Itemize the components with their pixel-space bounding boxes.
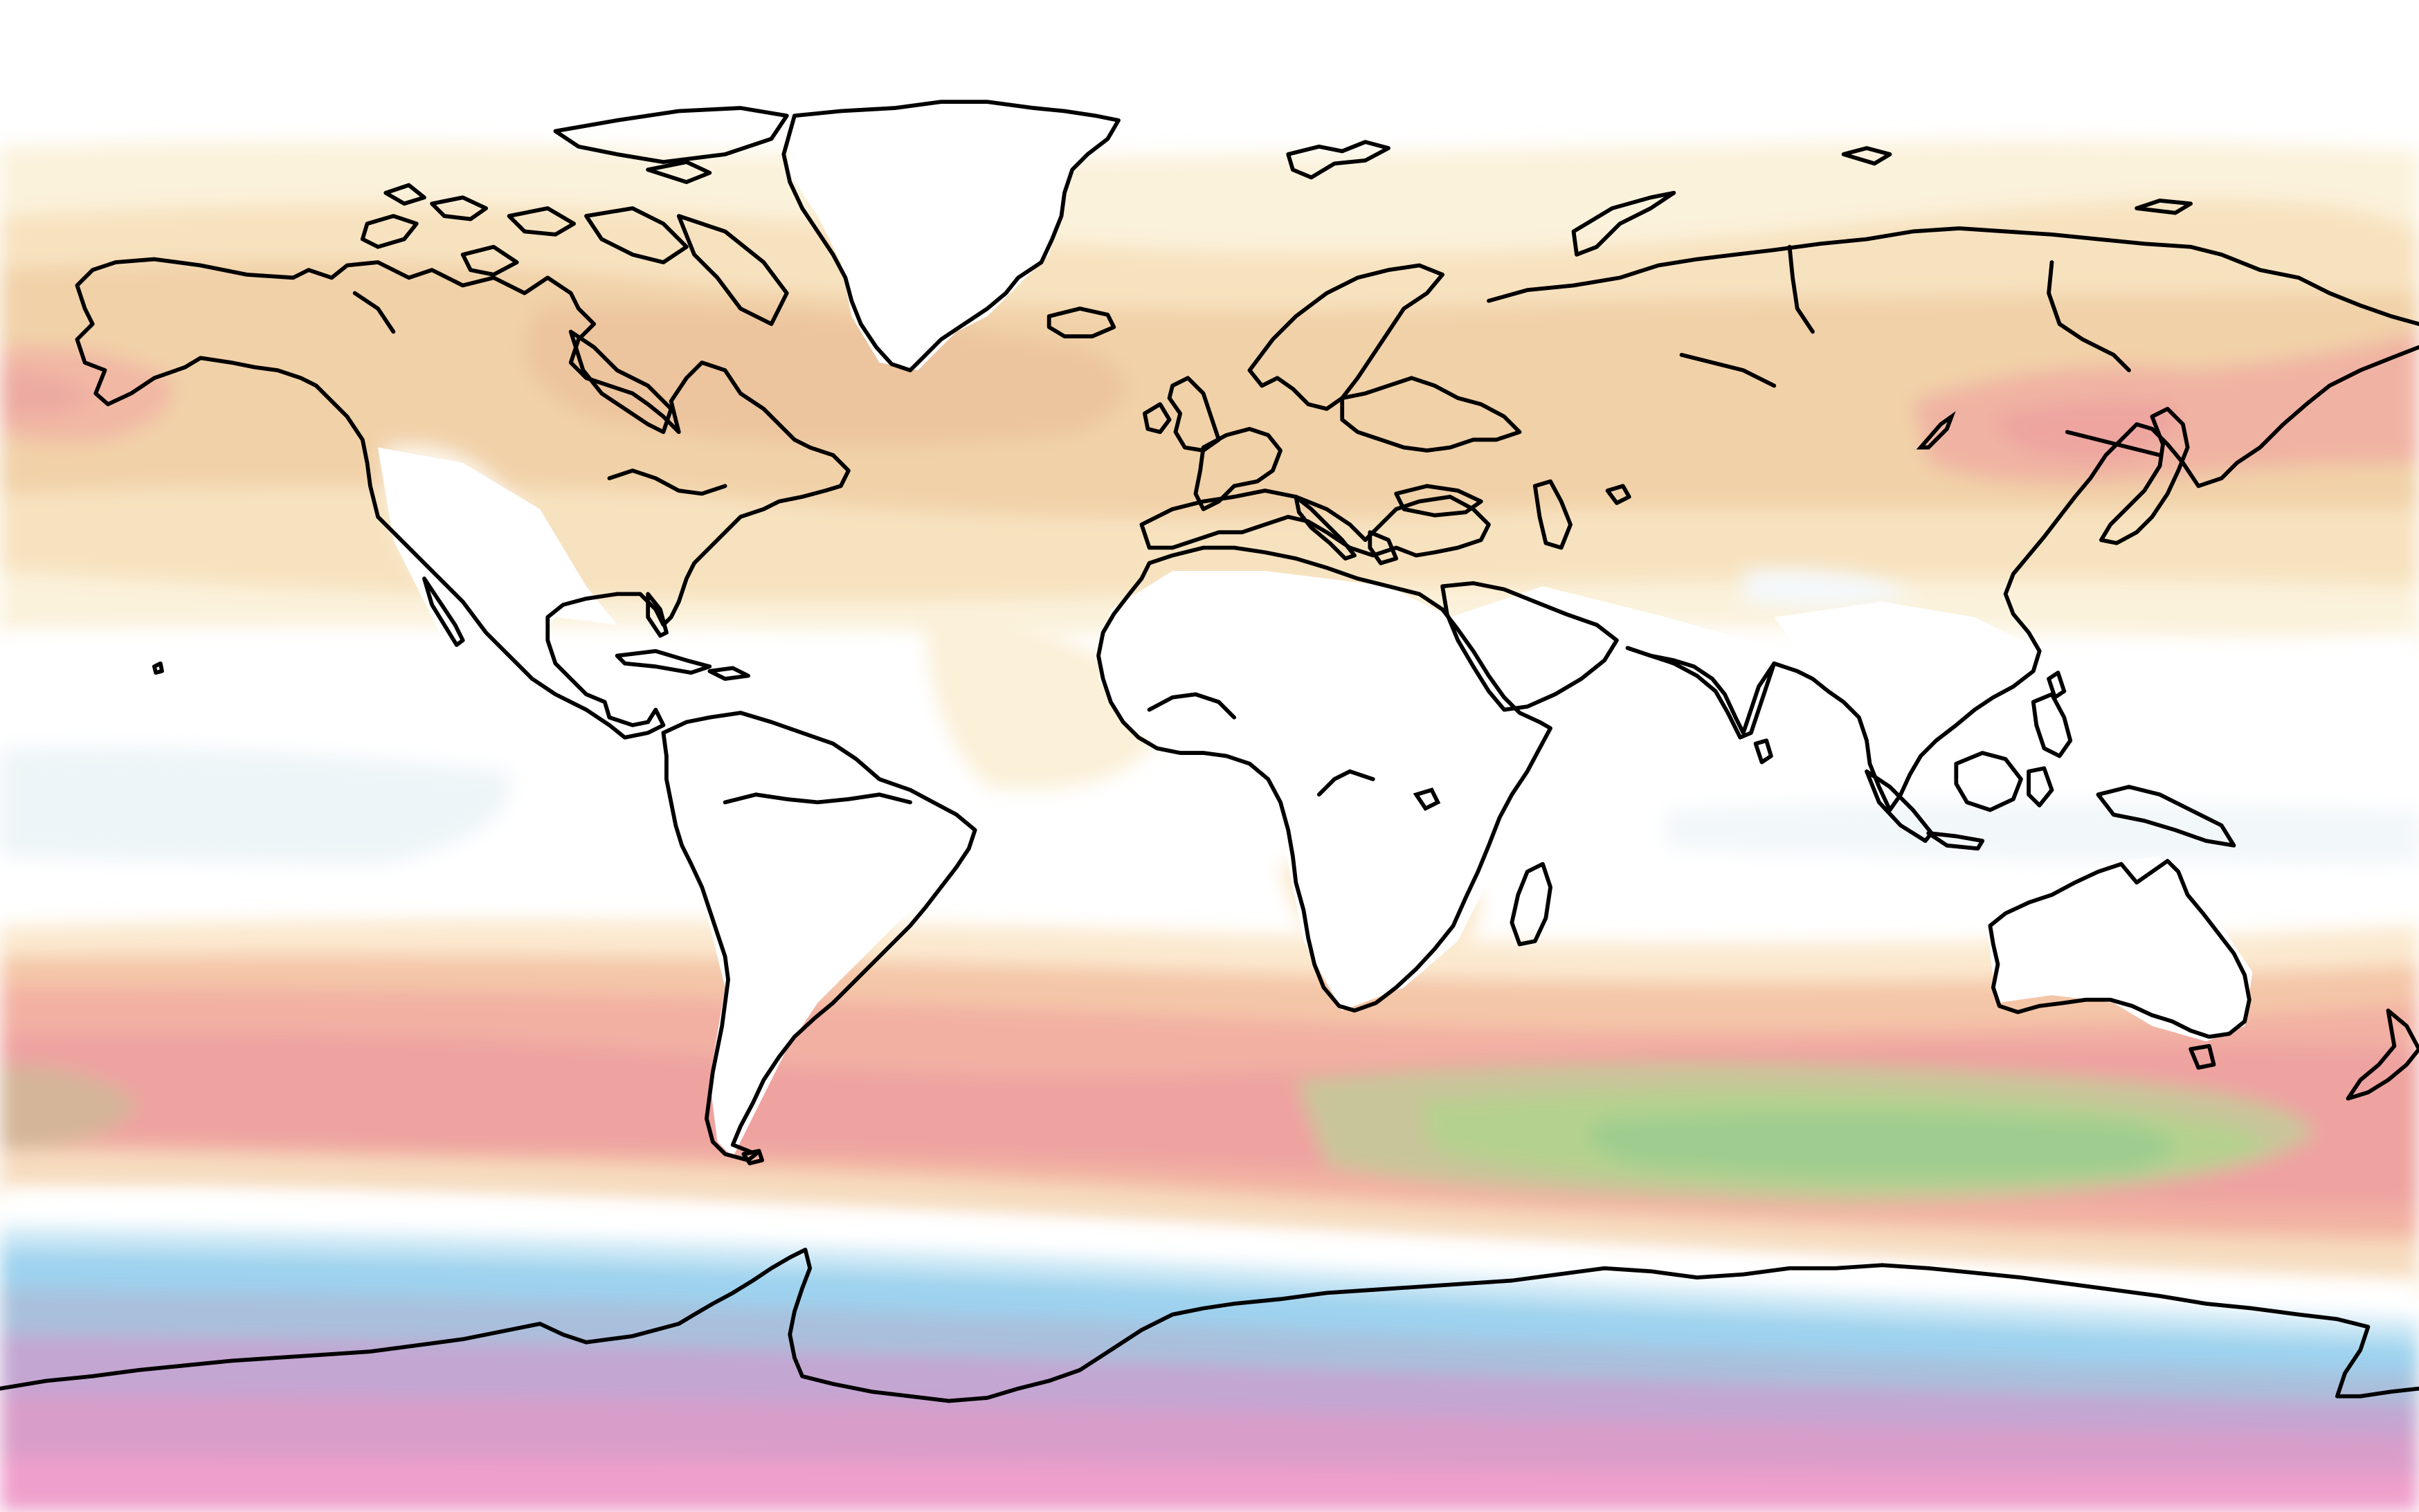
contour-blob-green-sw xyxy=(0,1064,139,1150)
land-se-asia xyxy=(1774,601,2037,803)
coast-hispaniola xyxy=(707,666,750,681)
river-yenisei xyxy=(1787,244,1815,334)
coast-borneo xyxy=(1954,751,2023,812)
coast-novaya-zemlya xyxy=(1571,190,1676,257)
contour-blob-eqpacific-w xyxy=(0,747,511,864)
coast-japan xyxy=(2099,406,2190,545)
river-amur xyxy=(2065,430,2162,457)
river-congo xyxy=(1316,769,1375,797)
coast-baja xyxy=(422,576,465,647)
coast-caspian xyxy=(1532,479,1573,550)
coast-arctic-island-1 xyxy=(360,214,419,249)
contour-blob-pacific-n2 xyxy=(0,370,93,417)
contour-blob-green-center xyxy=(1587,1111,2175,1178)
river-ob xyxy=(1679,352,1777,388)
contour-blob-eqpacific-e xyxy=(1666,802,2419,864)
coast-svalbard xyxy=(1286,140,1390,180)
river-baikal xyxy=(1916,411,1956,450)
coast-antarctica xyxy=(0,1248,2419,1403)
coast-aral xyxy=(1605,484,1631,505)
coast-italy xyxy=(1294,495,1357,561)
coast-severnaya xyxy=(1841,146,1892,166)
coast-arctic-island-3 xyxy=(507,206,577,237)
land-australia xyxy=(1990,856,2253,1041)
coast-sulawesi xyxy=(2027,766,2054,808)
land-south-america xyxy=(663,709,972,1158)
contour-blob-asia2 xyxy=(1990,401,2178,460)
land-north-america-s xyxy=(378,447,617,725)
coast-sumatra xyxy=(1865,769,1934,844)
northern-bands xyxy=(0,140,2419,648)
coast-florida xyxy=(646,592,669,638)
contour-blob-indian xyxy=(1743,569,1913,608)
coast-new-zealand xyxy=(2346,1008,2419,1101)
contour-band-white xyxy=(0,1187,2419,1327)
coast-arctic-island-7 xyxy=(460,244,519,277)
rivers xyxy=(352,244,2162,812)
coastlines xyxy=(0,100,2419,1403)
coast-iceland xyxy=(1047,307,1116,338)
coast-falklands xyxy=(741,1149,765,1166)
coast-arctic-island-5 xyxy=(553,106,789,165)
polar-bands xyxy=(0,1187,2419,1512)
coast-arctic-island-8 xyxy=(646,160,712,184)
land-greenland xyxy=(786,102,1118,371)
coast-arabia xyxy=(1440,581,1619,712)
river-mackenzie xyxy=(352,291,396,334)
coast-hudson-bay xyxy=(568,329,673,435)
coast-hawaii xyxy=(152,661,164,675)
coast-ireland xyxy=(1142,402,1172,435)
contour-blob-atlantic-eq xyxy=(925,617,1173,790)
coast-arctic-island-4 xyxy=(584,206,689,264)
river-lena xyxy=(2047,260,2131,373)
coast-britain xyxy=(1167,376,1221,453)
coast-asia-east xyxy=(1625,345,2419,812)
coast-philippines xyxy=(2031,692,2073,758)
southern-bands xyxy=(0,919,2419,1296)
river-amazon xyxy=(723,792,912,805)
coast-australia xyxy=(1988,859,2252,1039)
coast-africa xyxy=(1096,545,1552,1013)
contour-band-pink-2 xyxy=(0,1457,2419,1512)
coast-india xyxy=(1625,646,1777,740)
coast-south-america xyxy=(661,711,977,1163)
river-great-lakes xyxy=(607,468,727,496)
coast-taiwan xyxy=(2047,671,2067,700)
coast-cuba xyxy=(615,648,712,675)
coast-scandinavia xyxy=(1247,263,1444,411)
coast-baffin xyxy=(676,214,789,327)
coast-madagascar xyxy=(1510,862,1552,947)
coast-tasmania xyxy=(2189,1044,2216,1070)
river-niger xyxy=(1147,692,1237,720)
contour-band-south-fade xyxy=(0,1149,2419,1281)
coast-arctic-island-6 xyxy=(383,183,426,206)
coast-greenland xyxy=(781,100,1121,373)
coast-asia-north xyxy=(1487,226,2419,327)
coast-siberian-isles xyxy=(2135,198,2193,215)
coast-java xyxy=(1926,831,1985,851)
coast-black-sea xyxy=(1394,484,1483,518)
river-lake-victoria xyxy=(1413,787,1441,812)
coast-sri-lanka xyxy=(1753,738,1773,765)
coast-new-guinea xyxy=(2096,785,2236,848)
coast-western-europe xyxy=(1193,426,1283,511)
coast-baltic xyxy=(1340,376,1522,453)
coast-greece xyxy=(1368,530,1399,565)
coast-arctic-island-2 xyxy=(430,195,489,221)
